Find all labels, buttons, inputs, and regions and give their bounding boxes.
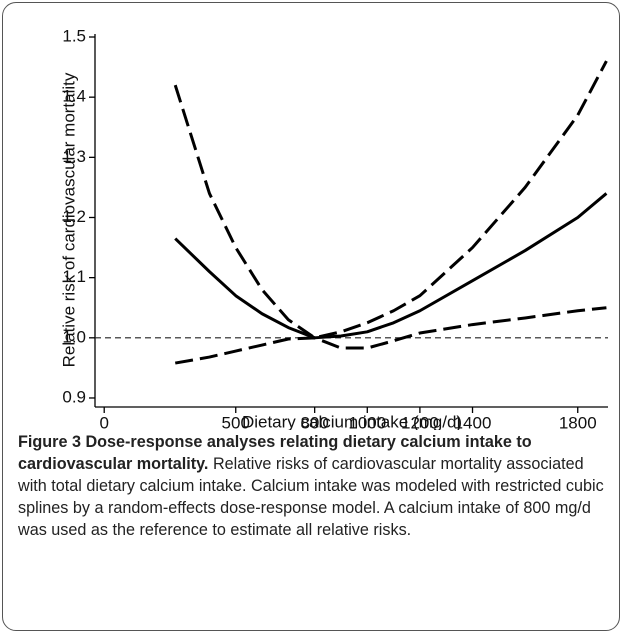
y-tick-label: 1.0 (62, 327, 86, 346)
caption-text: Relative risks of cardiovascular mortali… (18, 455, 604, 539)
x-tick-label: 1400 (454, 413, 492, 430)
x-axis-label: Dietary calcium intake (mg/d) (242, 412, 462, 430)
y-tick-label: 1.5 (62, 26, 86, 45)
y-tick-label: 0.9 (62, 387, 86, 406)
x-tick-label: 1800 (559, 413, 597, 430)
y-axis-label: Relative risk of cardiovascular mortalit… (59, 72, 78, 367)
y-tick-label: 1.3 (62, 147, 86, 166)
chart: Relative risk of cardiovascular mortalit… (59, 26, 608, 430)
series-line (173, 60, 608, 340)
series-line (174, 306, 607, 365)
caption: Figure 3 Dose-response analyses relating… (18, 431, 613, 541)
x-tick-label: 800 (300, 413, 328, 430)
series-line (174, 192, 608, 340)
x-tick-label: 500 (222, 413, 250, 430)
x-tick-label: 0 (99, 413, 108, 430)
y-tick-label: 1.1 (62, 267, 86, 286)
x-tick-label: 1200 (401, 413, 439, 430)
y-tick-label: 1.2 (62, 207, 86, 226)
caption-label: Figure 3 Dose-response analyses relating… (18, 433, 532, 473)
y-tick-label: 1.4 (62, 87, 86, 106)
x-tick-label: 1000 (348, 413, 386, 430)
